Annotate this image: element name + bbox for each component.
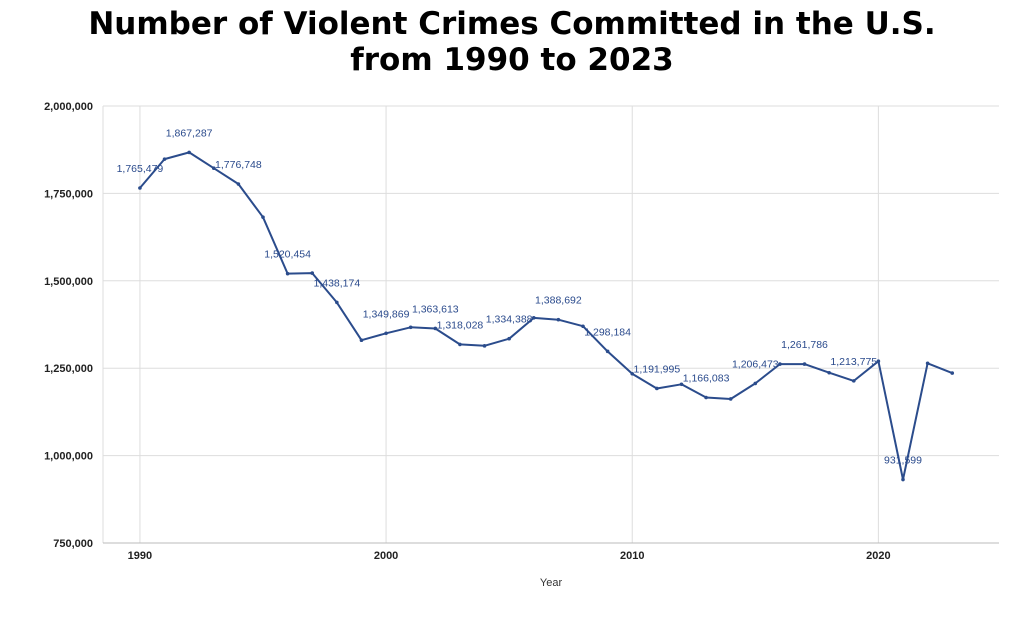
data-point bbox=[655, 386, 659, 391]
x-tick-label: 2000 bbox=[374, 550, 398, 562]
data-label: 1,520,454 bbox=[264, 249, 311, 261]
data-point bbox=[605, 349, 610, 354]
chart-title: Number of Violent Crimes Committed in th… bbox=[0, 6, 1024, 78]
data-point bbox=[753, 381, 758, 386]
data-point bbox=[876, 359, 881, 364]
data-point bbox=[335, 300, 339, 305]
data-label: 1,213,775 bbox=[830, 356, 877, 368]
y-tick-label: 1,000,000 bbox=[44, 451, 93, 463]
data-point bbox=[359, 338, 364, 343]
data-point bbox=[802, 362, 807, 366]
data-point bbox=[679, 382, 684, 387]
data-point bbox=[310, 271, 315, 275]
y-axis-ticks: 750,000 1,000,000 1,250,000 1,500,000 1,750,… bbox=[44, 101, 93, 550]
data-label: 1,438,174 bbox=[313, 277, 360, 289]
x-tick-label: 1990 bbox=[128, 550, 152, 562]
data-point bbox=[556, 317, 561, 322]
data-point bbox=[236, 182, 241, 186]
data-point bbox=[482, 344, 487, 348]
data-point bbox=[211, 166, 216, 171]
data-label: 1,363,613 bbox=[412, 303, 459, 315]
data-label: 1,298,184 bbox=[584, 326, 631, 338]
data-points bbox=[138, 150, 955, 482]
data-point bbox=[162, 157, 167, 161]
data-point bbox=[581, 324, 585, 329]
y-tick-label: 1,500,000 bbox=[44, 276, 93, 288]
data-point bbox=[778, 362, 782, 366]
data-label: 931,599 bbox=[884, 455, 922, 467]
data-label: 1,867,287 bbox=[166, 127, 213, 139]
data-point bbox=[728, 397, 733, 401]
data-point bbox=[950, 371, 955, 375]
data-point bbox=[261, 215, 265, 219]
data-label: 1,318,028 bbox=[437, 319, 484, 331]
data-label: 1,334,388 bbox=[486, 314, 533, 326]
data-point bbox=[187, 150, 191, 155]
y-tick-label: 1,250,000 bbox=[44, 363, 93, 375]
chart-title-line-1: Number of Violent Crimes Committed in th… bbox=[88, 6, 936, 42]
data-label: 1,765,479 bbox=[117, 163, 164, 175]
data-point bbox=[458, 342, 462, 347]
data-point bbox=[408, 325, 413, 330]
data-label: 1,349,869 bbox=[363, 308, 410, 320]
data-point bbox=[851, 379, 856, 383]
data-point bbox=[285, 271, 290, 276]
data-point bbox=[704, 395, 708, 400]
x-tick-label: 2010 bbox=[620, 550, 644, 562]
grid-lines bbox=[102, 105, 999, 544]
data-point bbox=[433, 326, 438, 331]
data-point bbox=[384, 331, 388, 336]
data-label: 1,206,473 bbox=[732, 358, 779, 370]
data-point bbox=[827, 370, 831, 375]
data-point bbox=[925, 361, 930, 366]
data-label: 1,388,692 bbox=[535, 295, 582, 307]
data-point bbox=[901, 477, 905, 482]
data-label: 1,166,083 bbox=[683, 373, 730, 385]
data-point bbox=[138, 186, 142, 190]
data-label: 1,261,786 bbox=[781, 339, 828, 351]
y-tick-label: 2,000,000 bbox=[44, 101, 93, 113]
series-line bbox=[139, 151, 953, 481]
x-axis-label: Year bbox=[540, 577, 563, 589]
data-label: 1,191,995 bbox=[633, 363, 680, 375]
data-point bbox=[531, 316, 536, 320]
x-axis-ticks: 1990 2000 2010 2020 bbox=[128, 550, 891, 562]
data-label: 1,776,748 bbox=[215, 159, 262, 171]
series-layer bbox=[139, 151, 953, 481]
data-point bbox=[507, 336, 511, 341]
data-point bbox=[630, 371, 635, 376]
chart-title-line-2: from 1990 to 2023 bbox=[350, 42, 674, 78]
data-labels: 1,765,479 1,867,287 1,776,748 1,520,454 1,43… bbox=[117, 127, 923, 466]
y-tick-label: 750,000 bbox=[53, 538, 93, 550]
x-tick-label: 2020 bbox=[866, 550, 890, 562]
y-tick-label: 1,750,000 bbox=[44, 188, 93, 200]
